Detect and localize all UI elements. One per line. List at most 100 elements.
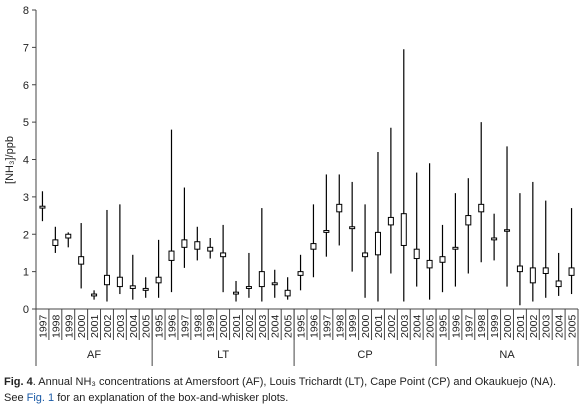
x-tick-label: 2003 bbox=[399, 314, 411, 338]
box bbox=[91, 293, 98, 297]
caption-rest: for an explanation of the box-and-whiske… bbox=[54, 392, 289, 404]
box bbox=[542, 267, 549, 274]
x-tick-label: 2003 bbox=[257, 314, 269, 338]
box bbox=[323, 230, 330, 233]
x-tick-label: 1997 bbox=[37, 314, 49, 338]
x-tick-label: 2000 bbox=[360, 314, 372, 338]
box bbox=[568, 267, 575, 276]
box bbox=[529, 267, 536, 284]
x-tick-label: 2000 bbox=[502, 314, 514, 338]
x-tick-label: 1998 bbox=[50, 314, 62, 338]
box bbox=[336, 203, 343, 213]
y-tick-label: 0 bbox=[23, 304, 29, 316]
box bbox=[387, 216, 394, 226]
box bbox=[400, 213, 407, 246]
box bbox=[310, 243, 317, 250]
box bbox=[181, 239, 188, 248]
x-tick-label: 2005 bbox=[283, 314, 295, 338]
box bbox=[258, 271, 265, 288]
caption-see: See bbox=[4, 392, 27, 404]
x-tick-label: 2004 bbox=[128, 314, 140, 338]
y-axis-label: [NH₃]/ppb bbox=[4, 136, 16, 184]
y-tick-label: 6 bbox=[23, 80, 29, 92]
box bbox=[362, 252, 369, 258]
x-tick-label: 2004 bbox=[554, 314, 566, 338]
box bbox=[413, 248, 420, 260]
y-tick-label: 2 bbox=[23, 229, 29, 241]
box bbox=[284, 289, 291, 297]
x-tick-label: 1999 bbox=[205, 314, 217, 338]
box bbox=[207, 246, 214, 252]
box bbox=[155, 276, 162, 284]
group-label: LT bbox=[217, 349, 229, 361]
x-tick-label: 2004 bbox=[412, 314, 424, 338]
x-tick-label: 1998 bbox=[334, 314, 346, 338]
x-tick-label: 1999 bbox=[489, 314, 501, 338]
x-tick-label: 2001 bbox=[89, 314, 101, 338]
group-label: CP bbox=[357, 349, 372, 361]
box bbox=[516, 265, 523, 273]
box bbox=[220, 252, 227, 258]
box bbox=[194, 241, 201, 250]
box bbox=[245, 286, 252, 289]
x-tick-label: 2003 bbox=[541, 314, 553, 338]
box bbox=[168, 250, 175, 261]
y-tick-label: 8 bbox=[23, 5, 29, 17]
x-tick-label: 2000 bbox=[76, 314, 88, 338]
caption-link[interactable]: Fig. 1 bbox=[26, 392, 55, 404]
x-tick-label: 2005 bbox=[567, 314, 579, 338]
group-label: AF bbox=[87, 349, 101, 361]
x-tick-label: 1999 bbox=[63, 314, 75, 338]
box bbox=[65, 233, 72, 239]
box bbox=[233, 291, 240, 295]
y-tick-label: 7 bbox=[23, 42, 29, 54]
box bbox=[142, 287, 149, 291]
box bbox=[297, 271, 304, 276]
x-tick-label: 1996 bbox=[450, 314, 462, 338]
x-tick-label: 2002 bbox=[102, 314, 114, 338]
x-tick-label: 2002 bbox=[386, 314, 398, 338]
x-tick-label: 2005 bbox=[141, 314, 153, 338]
caption-label: Fig. 4 bbox=[4, 376, 33, 388]
y-tick-label: 5 bbox=[23, 117, 29, 129]
x-tick-label: 2004 bbox=[270, 314, 282, 338]
x-tick-label: 1999 bbox=[347, 314, 359, 338]
group-label: NA bbox=[499, 349, 515, 361]
box bbox=[465, 215, 472, 226]
box bbox=[491, 237, 498, 241]
box bbox=[439, 256, 446, 263]
x-tick-label: 1997 bbox=[321, 314, 333, 338]
x-tick-label: 1998 bbox=[476, 314, 488, 338]
caption-text: . Annual NH₃ concentrations at Amersfoor… bbox=[32, 376, 557, 388]
x-tick-label: 1996 bbox=[167, 314, 179, 338]
caption: Fig. 4. Annual NH₃ concentrations at Ame… bbox=[4, 374, 578, 406]
box bbox=[271, 282, 278, 286]
x-tick-label: 2001 bbox=[515, 314, 527, 338]
x-tick-label: 2005 bbox=[425, 314, 437, 338]
x-tick-label: 1997 bbox=[463, 314, 475, 338]
x-tick-label: 2000 bbox=[218, 314, 230, 338]
box bbox=[103, 274, 110, 286]
x-tick-label: 2003 bbox=[115, 314, 127, 338]
x-tick-label: 2002 bbox=[244, 314, 256, 338]
x-tick-label: 1996 bbox=[308, 314, 320, 338]
x-tick-label: 1995 bbox=[154, 314, 166, 338]
box bbox=[504, 229, 511, 232]
x-tick-label: 2001 bbox=[373, 314, 385, 338]
x-tick-label: 1995 bbox=[438, 314, 450, 338]
y-tick-label: 3 bbox=[23, 192, 29, 204]
box bbox=[452, 246, 459, 250]
box bbox=[349, 226, 356, 230]
box bbox=[555, 280, 562, 288]
x-tick-label: 1998 bbox=[192, 314, 204, 338]
box bbox=[426, 259, 433, 269]
y-tick-label: 4 bbox=[23, 155, 29, 167]
box bbox=[478, 203, 485, 213]
x-tick-label: 1997 bbox=[179, 314, 191, 338]
box bbox=[52, 239, 59, 246]
x-tick-label: 2001 bbox=[231, 314, 243, 338]
box bbox=[116, 276, 123, 288]
box bbox=[374, 231, 381, 256]
